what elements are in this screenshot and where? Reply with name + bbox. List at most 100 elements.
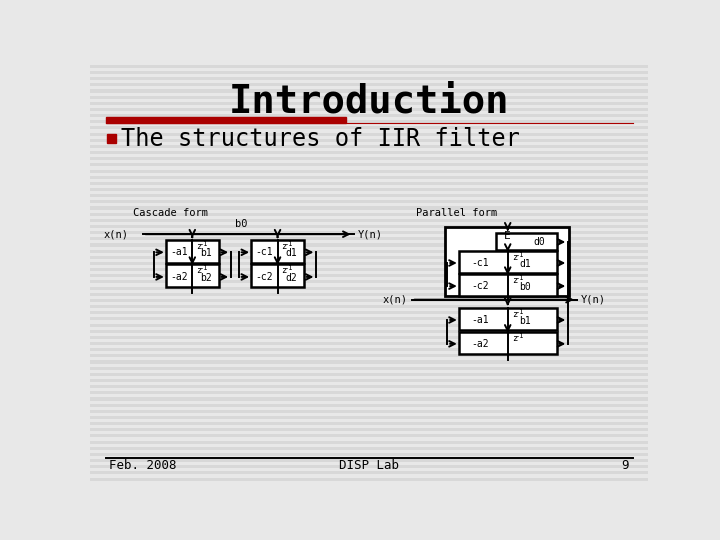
Bar — [90, 176, 648, 179]
Bar — [90, 194, 648, 197]
Bar — [166, 240, 219, 262]
Bar — [459, 274, 557, 296]
Bar — [90, 373, 648, 376]
Bar — [90, 299, 648, 302]
Text: -a1: -a1 — [472, 315, 489, 325]
Bar — [90, 157, 648, 160]
Bar — [90, 305, 648, 308]
Bar — [166, 264, 219, 287]
Bar — [90, 385, 648, 388]
Bar — [90, 441, 648, 444]
Text: b1: b1 — [519, 316, 531, 326]
Bar — [90, 120, 648, 123]
Text: Introduction: Introduction — [229, 83, 509, 121]
Bar — [90, 102, 648, 105]
Bar — [445, 226, 569, 296]
Bar — [90, 274, 648, 278]
Bar — [90, 114, 648, 117]
Bar — [90, 447, 648, 450]
Text: d0: d0 — [534, 237, 546, 247]
Bar — [107, 134, 116, 143]
Bar — [90, 361, 648, 363]
Text: b1: b1 — [200, 248, 212, 259]
Text: The structures of IIR filter: The structures of IIR filter — [121, 127, 520, 151]
Text: -c2: -c2 — [472, 281, 489, 291]
Bar — [90, 65, 648, 68]
Bar — [90, 477, 648, 481]
Text: Y(n): Y(n) — [357, 229, 382, 239]
Bar — [90, 330, 648, 333]
Bar — [90, 200, 648, 204]
Text: z: z — [281, 266, 287, 275]
Text: -1: -1 — [199, 241, 208, 247]
Bar — [90, 108, 648, 111]
Text: -c2: -c2 — [256, 272, 273, 282]
Bar — [90, 348, 648, 351]
Bar — [251, 264, 304, 287]
Text: z: z — [512, 253, 518, 262]
Bar — [106, 117, 346, 123]
Bar — [90, 410, 648, 413]
Bar — [459, 251, 557, 273]
Bar — [90, 465, 648, 468]
Bar — [90, 262, 648, 265]
Bar — [90, 403, 648, 407]
Bar — [90, 422, 648, 425]
Text: z: z — [512, 334, 518, 342]
Text: Parallel form: Parallel form — [415, 208, 497, 218]
Bar — [90, 225, 648, 228]
Bar — [90, 459, 648, 462]
Bar — [90, 453, 648, 456]
Text: z: z — [512, 276, 518, 285]
Bar — [459, 308, 557, 330]
Bar — [90, 311, 648, 314]
Text: z: z — [512, 309, 518, 319]
Text: d1: d1 — [286, 248, 297, 259]
Text: -a1: -a1 — [171, 247, 188, 257]
Text: x(n): x(n) — [104, 229, 129, 239]
Bar — [251, 240, 304, 262]
Bar — [90, 256, 648, 259]
Bar — [496, 233, 557, 249]
Bar — [459, 332, 557, 354]
Text: x(n): x(n) — [383, 295, 408, 305]
Text: -1: -1 — [285, 241, 294, 247]
Text: Y(n): Y(n) — [580, 295, 606, 305]
Bar — [90, 268, 648, 271]
Bar — [90, 151, 648, 154]
Bar — [90, 280, 648, 284]
Bar — [90, 83, 648, 86]
Bar — [90, 287, 648, 289]
Bar — [90, 379, 648, 382]
Bar — [90, 249, 648, 253]
Text: DISP Lab: DISP Lab — [339, 460, 399, 472]
Text: d1: d1 — [519, 259, 531, 269]
Bar — [90, 182, 648, 185]
Bar — [90, 367, 648, 370]
Text: -1: -1 — [516, 252, 524, 258]
Bar — [90, 392, 648, 394]
Bar — [90, 139, 648, 142]
Bar — [90, 170, 648, 173]
Text: -1: -1 — [516, 309, 524, 315]
Bar — [90, 188, 648, 191]
Bar — [90, 416, 648, 419]
Bar — [90, 164, 648, 166]
Bar — [90, 77, 648, 80]
Bar — [90, 132, 648, 136]
Text: b2: b2 — [200, 273, 212, 283]
Bar — [90, 71, 648, 74]
Bar — [90, 428, 648, 431]
Bar — [90, 237, 648, 240]
Bar — [90, 96, 648, 99]
Text: -1: -1 — [516, 275, 524, 281]
Bar — [90, 213, 648, 215]
Text: z: z — [196, 241, 201, 251]
Bar — [90, 219, 648, 222]
Text: -c1: -c1 — [472, 258, 489, 268]
Bar — [90, 342, 648, 345]
Bar — [90, 323, 648, 327]
Bar — [90, 318, 648, 320]
Bar — [90, 354, 648, 357]
Text: z: z — [281, 241, 287, 251]
